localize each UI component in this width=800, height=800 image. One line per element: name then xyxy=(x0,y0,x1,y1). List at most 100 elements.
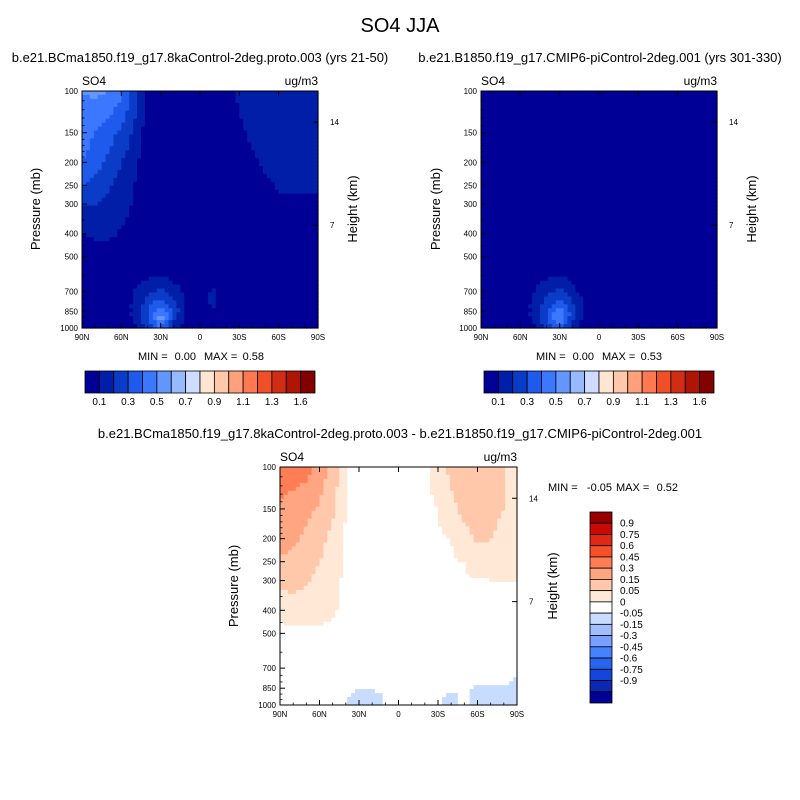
contour-cell xyxy=(160,233,166,238)
contour-cell xyxy=(172,154,177,159)
contour-cell xyxy=(203,237,209,242)
contour-cell xyxy=(168,320,174,325)
contour-cell xyxy=(188,225,193,230)
contour-cell xyxy=(184,300,189,305)
contour-cell xyxy=(500,122,506,128)
contour-cell xyxy=(626,138,632,143)
contour-cell xyxy=(231,170,236,175)
contour-cell xyxy=(89,205,95,211)
contour-cell xyxy=(93,308,99,313)
contour-cell xyxy=(673,146,679,151)
contour-cell xyxy=(227,292,233,297)
contour-cell xyxy=(270,280,276,286)
contour-cell xyxy=(192,197,197,203)
contour-cell xyxy=(595,126,600,132)
contour-cell xyxy=(176,142,181,147)
contour-cell xyxy=(203,288,209,294)
contour-cell xyxy=(294,209,299,215)
contour-cell xyxy=(176,189,181,195)
contour-cell xyxy=(235,102,240,108)
contour-cell xyxy=(646,126,651,132)
contour-cell xyxy=(211,217,217,222)
contour-cell xyxy=(93,312,99,317)
contour-cell xyxy=(168,245,174,250)
contour-cell xyxy=(302,308,307,313)
contour-cell xyxy=(528,91,533,96)
contour-cell xyxy=(247,292,252,297)
contour-cell xyxy=(610,138,616,143)
contour-cell xyxy=(255,249,260,254)
contour-cell xyxy=(693,154,698,159)
contour-cell xyxy=(298,304,303,309)
contour-cell xyxy=(484,173,490,179)
contour-cell xyxy=(255,154,260,159)
contour-cell xyxy=(105,189,111,195)
contour-cell xyxy=(223,316,229,321)
contour-cell xyxy=(93,142,99,147)
contour-cell xyxy=(481,126,486,132)
contour-cell xyxy=(141,249,146,254)
contour-cell xyxy=(555,146,561,151)
contour-cell xyxy=(200,221,205,226)
contour-cell xyxy=(89,300,95,305)
contour-cell xyxy=(219,233,225,238)
contour-cell xyxy=(306,249,311,254)
contour-cell xyxy=(290,288,295,294)
contour-cell xyxy=(532,130,537,136)
contour-cell xyxy=(235,158,240,163)
contour-cell xyxy=(172,166,177,171)
contour-cell xyxy=(630,142,635,147)
contour-cell xyxy=(661,138,667,143)
contour-cell xyxy=(243,284,248,290)
contour-cell xyxy=(496,162,502,167)
contour-cell xyxy=(310,185,315,191)
contour-cell xyxy=(200,312,205,317)
contour-cell xyxy=(266,134,272,139)
contour-cell xyxy=(121,146,126,151)
contour-cell xyxy=(160,217,166,222)
contour-cell xyxy=(243,280,248,286)
contour-cell xyxy=(141,300,146,305)
contour-cell xyxy=(172,177,177,183)
contour-cell xyxy=(215,264,221,270)
contour-cell xyxy=(298,292,303,297)
contour-cell xyxy=(82,292,87,297)
contour-cell xyxy=(481,122,486,128)
contour-cell xyxy=(286,205,292,211)
contour-cell xyxy=(109,221,115,226)
contour-cell xyxy=(188,312,193,317)
contour-cell xyxy=(274,102,280,108)
contour-cell xyxy=(571,114,576,120)
panel-1-min-label: MIN = xyxy=(138,351,168,363)
contour-cell xyxy=(89,209,95,215)
contour-cell xyxy=(524,114,529,120)
contour-cell xyxy=(294,114,299,120)
contour-cell xyxy=(302,134,307,139)
contour-cell xyxy=(673,122,679,128)
contour-cell xyxy=(239,252,244,258)
contour-cell xyxy=(192,249,197,254)
contour-cell xyxy=(488,173,494,179)
contour-cell xyxy=(105,241,111,246)
contour-cell xyxy=(255,288,260,294)
contour-cell xyxy=(282,118,288,124)
contour-cell xyxy=(184,249,189,254)
contour-cell xyxy=(567,162,573,167)
panel-1-max-label: MAX = xyxy=(204,351,237,363)
contour-cell xyxy=(164,142,170,147)
contour-cell xyxy=(626,130,632,136)
contour-cell xyxy=(630,94,635,100)
contour-cell xyxy=(266,94,272,100)
contour-cell xyxy=(235,91,240,96)
contour-cell xyxy=(188,233,193,238)
contour-cell xyxy=(219,118,225,124)
contour-cell xyxy=(270,98,276,104)
contour-cell xyxy=(583,114,588,120)
contour-cell xyxy=(219,292,225,297)
contour-cell xyxy=(259,173,264,179)
contour-cell xyxy=(314,280,319,286)
contour-cell xyxy=(547,118,553,124)
contour-cell xyxy=(290,304,295,309)
contour-cell xyxy=(626,162,632,167)
contour-cell xyxy=(262,260,268,266)
